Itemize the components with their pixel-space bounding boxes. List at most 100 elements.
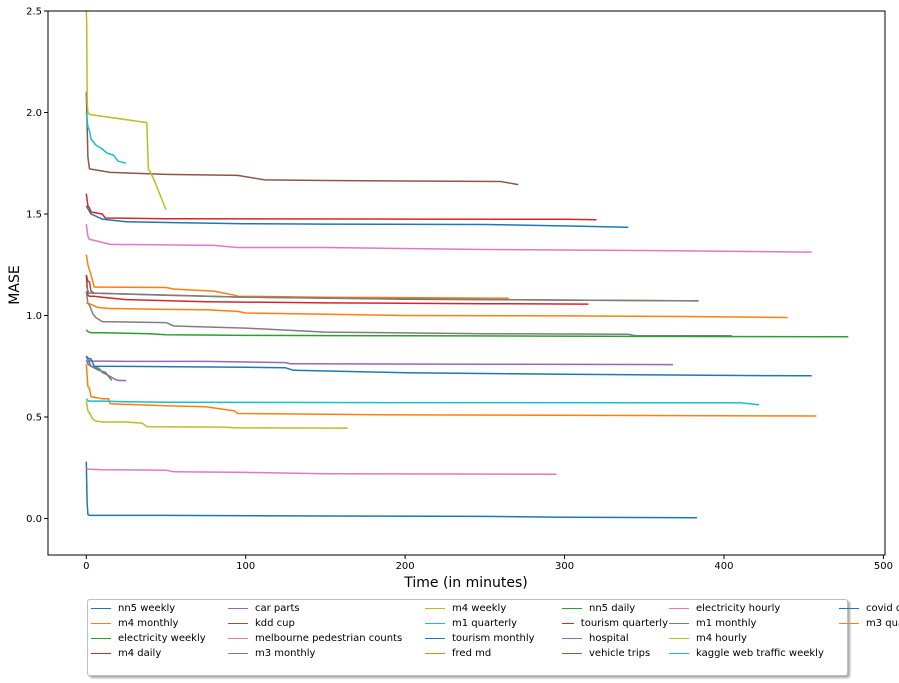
legend-swatch [669, 623, 689, 624]
x-tick-label: 100 [236, 561, 255, 572]
legend-label: m3 quarterly [866, 618, 899, 629]
legend-swatch [425, 608, 445, 609]
legend-label: kaggle web traffic weekly [696, 648, 824, 659]
legend-label: tourism quarterly [580, 618, 668, 629]
legend-swatch [562, 608, 582, 609]
legend-item: m3 quarterly [838, 616, 899, 631]
x-tick-label: 0 [83, 561, 89, 572]
legend-swatch [91, 653, 111, 654]
legend-label: electricity weekly [118, 633, 206, 644]
x-axis-label: Time (in minutes) [403, 575, 528, 591]
legend-swatch [228, 653, 248, 654]
legend-label: fred md [452, 648, 492, 659]
legend-label: covid deaths [866, 603, 899, 614]
series-line-m3-quarterly [86, 302, 788, 319]
legend-label: nn5 daily [589, 603, 636, 614]
y-tick-label: 0.0 [26, 514, 42, 525]
legend-swatch [839, 608, 859, 609]
y-tick-label: 0.5 [26, 412, 42, 423]
legend-swatch [425, 623, 445, 624]
legend-item: fred md [424, 646, 561, 661]
legend-label: m4 weekly [452, 603, 507, 614]
legend-label: m1 quarterly [452, 618, 518, 629]
legend-label: vehicle trips [589, 648, 651, 659]
legend-swatch [228, 623, 248, 624]
series-line-m4-daily [85, 274, 589, 305]
legend-item: electricity hourly [668, 601, 838, 616]
series-line-m1-monthly [85, 284, 699, 302]
series-line-kdd-cup [85, 92, 519, 186]
series-line-car-parts [85, 359, 127, 382]
series-line-tourism-quarterly [85, 193, 597, 221]
legend-item: m1 quarterly [424, 616, 561, 631]
legend-item: m4 weekly [424, 601, 561, 616]
y-tick-label: 2.5 [26, 7, 42, 18]
legend-swatch [91, 623, 111, 624]
legend-swatch [228, 638, 248, 639]
legend-label: m4 daily [118, 648, 162, 659]
legend-swatch [839, 623, 859, 624]
series-line-nn5-weekly [85, 461, 697, 519]
legend-label: m4 hourly [696, 633, 747, 644]
legend-item: m4 monthly [90, 616, 227, 631]
x-axis-ticks: 0 100 200 300 400 500 [83, 555, 893, 572]
legend-label: tourism monthly [452, 633, 535, 644]
series-line-kaggle-web-traffic-weekly [85, 398, 760, 406]
legend-label: nn5 weekly [118, 603, 176, 614]
line-chart: 0 100 200 300 400 500 0.0 0.5 1.0 1.5 2.0 2.5 Time… [7, 7, 893, 592]
legend-label: m1 monthly [696, 618, 757, 629]
legend-item: covid deaths [838, 601, 899, 616]
legend-item: hospital [561, 631, 668, 646]
legend-swatch [669, 608, 689, 609]
series-line-m4-monthly [85, 364, 817, 417]
legend-item: electricity weekly [90, 631, 227, 646]
legend-swatch [669, 638, 689, 639]
legend-swatch [562, 638, 582, 639]
series-line-fred-md [85, 254, 509, 299]
plot-frame [47, 10, 886, 556]
x-tick-label: 300 [555, 561, 574, 572]
legend-swatch [425, 638, 445, 639]
legend-item: m1 monthly [668, 616, 838, 631]
series-line-nn5-daily [85, 329, 849, 338]
legend-item: tourism monthly [424, 631, 561, 646]
series-line-melbourne-pedestrian-counts [85, 224, 812, 253]
series-line-tourism-monthly [85, 205, 629, 228]
legend-item: m4 hourly [668, 631, 838, 646]
legend-swatch [228, 608, 248, 609]
legend-swatch [425, 653, 445, 654]
series-line-m4-hourly [85, 11, 167, 211]
legend-label: electricity hourly [696, 603, 781, 614]
legend-label: melbourne pedestrian counts [255, 633, 403, 644]
x-tick-label: 200 [396, 561, 415, 572]
y-axis-label: MASE [7, 265, 23, 304]
legend-swatch [562, 653, 582, 654]
legend-swatch [91, 638, 111, 639]
legend-item: melbourne pedestrian counts [227, 631, 424, 646]
legend: nn5 weekly m4 monthly electricity weekly m4… [87, 599, 899, 676]
legend-swatch [669, 653, 689, 654]
legend-label: car parts [255, 603, 300, 614]
series-line-covid-deaths [85, 355, 812, 377]
legend-item: nn5 daily [561, 601, 668, 616]
series-layer [85, 11, 849, 519]
legend-swatch [562, 623, 574, 624]
legend-item: vehicle trips [561, 646, 668, 661]
series-line-hospital [85, 355, 674, 366]
legend-item: car parts [227, 601, 424, 616]
x-tick-label: 400 [714, 561, 733, 572]
legend-label: m4 monthly [118, 618, 179, 629]
legend-label: kdd cup [255, 618, 295, 629]
y-tick-label: 1.0 [26, 311, 42, 322]
y-tick-label: 1.5 [26, 209, 42, 220]
legend-swatch [91, 608, 111, 609]
legend-item: kaggle web traffic weekly [668, 646, 838, 661]
legend-item: nn5 weekly [90, 601, 227, 616]
legend-item: tourism quarterly [561, 616, 668, 631]
y-axis-ticks: 0.0 0.5 1.0 1.5 2.0 2.5 [26, 7, 48, 525]
y-tick-label: 2.0 [26, 108, 42, 119]
x-tick-label: 500 [874, 561, 893, 572]
legend-label: m3 monthly [255, 648, 316, 659]
series-line-m1-quarterly [85, 112, 127, 164]
